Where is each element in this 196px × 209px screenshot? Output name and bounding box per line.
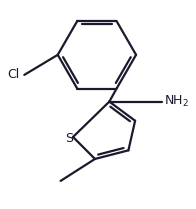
Text: NH$_2$: NH$_2$ [164, 94, 189, 109]
Text: Cl: Cl [7, 68, 20, 81]
Text: S: S [65, 132, 73, 145]
